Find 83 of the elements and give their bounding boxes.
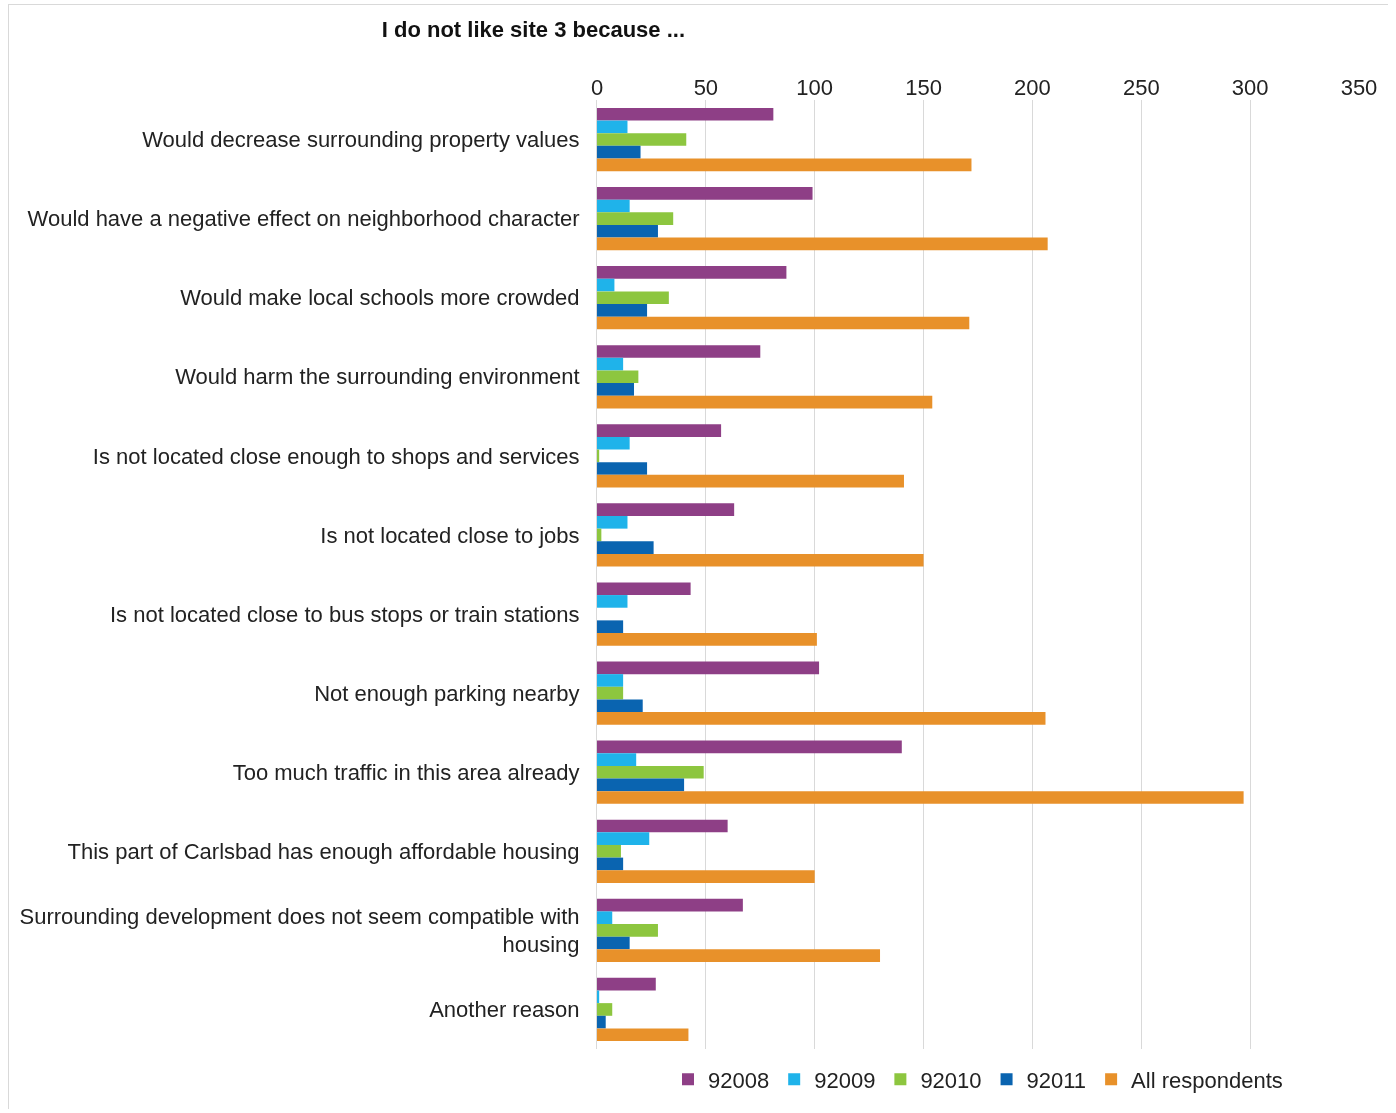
legend-label: 92010 — [920, 1067, 982, 1093]
bar — [597, 370, 639, 384]
bar — [597, 436, 630, 450]
bar — [597, 383, 635, 396]
x-tick-label: 250 — [1122, 74, 1160, 100]
x-tick-label: 300 — [1231, 74, 1269, 100]
bar — [597, 674, 624, 687]
bar — [597, 712, 1046, 725]
y-tick-label: Surrounding development does not seem compatible with housing — [19, 903, 580, 958]
y-tick-label: Another reason — [429, 997, 580, 1023]
bar — [597, 304, 648, 317]
bar — [597, 553, 924, 567]
x-tick-label: 0 — [590, 74, 604, 100]
bar — [597, 199, 630, 213]
bar — [597, 515, 628, 529]
bar — [597, 949, 881, 963]
bar — [597, 595, 628, 608]
bar — [597, 686, 624, 700]
bar — [597, 661, 820, 675]
x-tick-label: 200 — [1014, 74, 1051, 100]
y-tick-label: Is not located close enough to shops and services — [92, 443, 580, 469]
y-tick-label: Too much traffic in this area already — [232, 759, 580, 785]
bar — [597, 765, 704, 779]
bar — [597, 990, 600, 1004]
bar — [597, 1003, 613, 1016]
bar — [597, 395, 933, 409]
bar — [597, 278, 615, 292]
bar — [597, 1015, 606, 1029]
bar — [597, 212, 674, 225]
bar — [597, 291, 669, 305]
bar — [597, 582, 691, 596]
legend-label: 92009 — [814, 1067, 876, 1093]
bar — [597, 832, 650, 845]
y-tick-label: Is not located close to jobs — [320, 522, 580, 548]
bar — [597, 424, 722, 437]
bar — [597, 753, 637, 766]
bar — [597, 819, 728, 833]
chart-title: I do not like site 3 because ... — [381, 16, 686, 42]
bar — [597, 977, 656, 991]
bar — [597, 633, 817, 646]
bar — [597, 224, 658, 238]
bar — [597, 936, 630, 950]
y-tick-label: This part of Carlsbad has enough affordable housing — [67, 838, 580, 864]
x-tick-label: 100 — [796, 74, 834, 100]
bar — [597, 316, 970, 330]
bar — [597, 911, 613, 925]
bar — [597, 237, 1048, 251]
bar — [597, 158, 972, 172]
bar — [597, 870, 815, 883]
bar — [597, 266, 787, 279]
bar — [597, 474, 904, 488]
y-tick-label: Would harm the surrounding environment — [175, 364, 580, 390]
bar — [597, 145, 641, 159]
y-tick-label: Would decrease surrounding property values — [142, 127, 580, 153]
bar — [597, 133, 687, 146]
bar — [597, 107, 774, 121]
bar — [597, 357, 624, 371]
bar — [597, 541, 654, 554]
bar — [597, 1028, 689, 1042]
bar — [597, 186, 813, 200]
bar — [597, 462, 648, 475]
legend-label: All respondents — [1131, 1067, 1283, 1093]
bar — [597, 620, 624, 634]
bar — [597, 791, 1244, 804]
bar — [597, 844, 621, 858]
bar — [597, 120, 628, 134]
x-tick-label: 350 — [1340, 74, 1378, 100]
y-tick-label: Is not located close to bus stops or train stations — [110, 601, 580, 627]
bar — [597, 345, 761, 358]
legend-label: 92008 — [708, 1067, 770, 1093]
y-tick-label: Would have a negative effect on neighborhood character — [27, 206, 580, 232]
bar — [597, 857, 624, 871]
y-tick-label: Would make local schools more crowded — [180, 285, 580, 311]
bar — [597, 924, 658, 937]
x-tick-label: 50 — [693, 74, 719, 100]
bar — [597, 503, 735, 516]
x-tick-label: 150 — [905, 74, 942, 100]
bar — [597, 740, 902, 754]
legend-label: 92011 — [1026, 1067, 1087, 1093]
y-tick-label: Not enough parking nearby — [314, 680, 580, 706]
bar — [597, 699, 643, 713]
bar — [597, 898, 743, 912]
bar — [597, 778, 685, 792]
